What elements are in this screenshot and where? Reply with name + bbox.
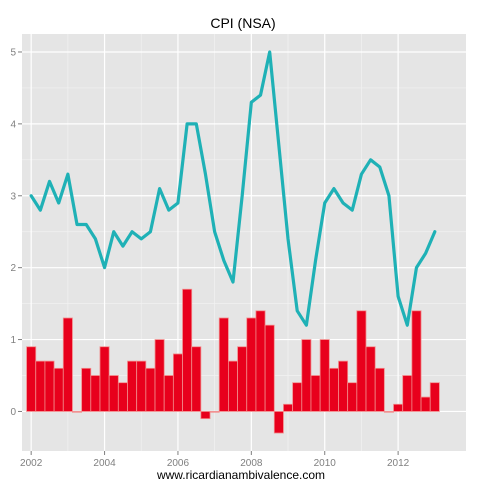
y-tick-label: 0	[10, 407, 16, 418]
bar-2007Q2	[218, 317, 229, 412]
bar-series	[26, 288, 440, 434]
bar-2010Q4	[347, 382, 358, 412]
bar-2009Q3	[301, 339, 312, 412]
bar-2011Q1	[356, 310, 367, 412]
bar-2008Q1	[246, 317, 257, 412]
bar-2002Q3	[44, 360, 55, 412]
bar-2006Q1	[172, 353, 183, 412]
bar-2007Q4	[237, 346, 248, 412]
bar-2002Q2	[35, 360, 46, 412]
chart-title: CPI (NSA)	[210, 15, 275, 31]
bar-2010Q2	[328, 367, 339, 412]
y-tick-label: 1	[10, 335, 16, 346]
x-tick-label: 2012	[387, 458, 410, 469]
y-tick-label: 2	[10, 263, 16, 274]
bar-2006Q4	[200, 411, 211, 420]
bar-2012Q2	[402, 375, 413, 412]
bar-2004Q2	[108, 375, 119, 412]
bar-2003Q2	[72, 411, 83, 413]
y-tick-label: 4	[10, 119, 16, 130]
bar-2004Q4	[127, 360, 138, 412]
bar-2013Q1	[429, 382, 440, 412]
x-tick-label: 2006	[167, 458, 190, 469]
bar-2003Q3	[81, 367, 92, 412]
x-tick-label: 2010	[314, 458, 337, 469]
bar-2009Q4	[310, 375, 321, 412]
bar-2005Q2	[145, 367, 156, 412]
chart-caption: www.ricardianambivalence.com	[156, 468, 325, 480]
bar-2008Q2	[255, 310, 266, 412]
bar-2004Q1	[99, 346, 110, 412]
y-axis: 0 1 2 3 4 5	[10, 47, 22, 418]
bar-2008Q4	[273, 411, 284, 434]
y-tick-label: 3	[10, 191, 16, 202]
x-tick-label: 2004	[93, 458, 116, 469]
bar-2005Q4	[163, 375, 174, 412]
bar-2005Q3	[154, 339, 165, 412]
bar-2012Q1	[393, 403, 404, 412]
cpi-line	[29, 50, 437, 327]
y-tick-label: 5	[10, 47, 16, 58]
bar-2004Q3	[117, 382, 128, 412]
bar-2006Q2	[182, 288, 193, 412]
bar-2003Q4	[90, 375, 101, 412]
x-tick-label: 2002	[20, 458, 43, 469]
bar-2002Q4	[53, 367, 64, 412]
bar-2012Q3	[411, 310, 422, 412]
bar-2011Q3	[374, 367, 385, 412]
bar-2006Q3	[191, 346, 202, 412]
bar-2011Q2	[365, 346, 376, 412]
bar-2010Q3	[338, 360, 349, 412]
x-axis: 2002 2004 2006 2008 2010 2012	[20, 451, 410, 469]
line-series	[29, 50, 437, 327]
bar-2012Q4	[420, 396, 431, 412]
bar-2003Q1	[62, 317, 73, 412]
bar-2007Q1	[209, 411, 220, 413]
bar-2002Q1	[26, 346, 37, 412]
bar-2009Q1	[283, 403, 294, 412]
bar-2008Q3	[264, 324, 275, 412]
x-tick-label: 2008	[240, 458, 263, 469]
bar-2011Q4	[383, 411, 394, 413]
bar-2010Q1	[319, 339, 330, 412]
bar-2005Q1	[136, 360, 147, 412]
bar-2009Q2	[292, 382, 303, 412]
bar-2007Q3	[227, 360, 238, 412]
